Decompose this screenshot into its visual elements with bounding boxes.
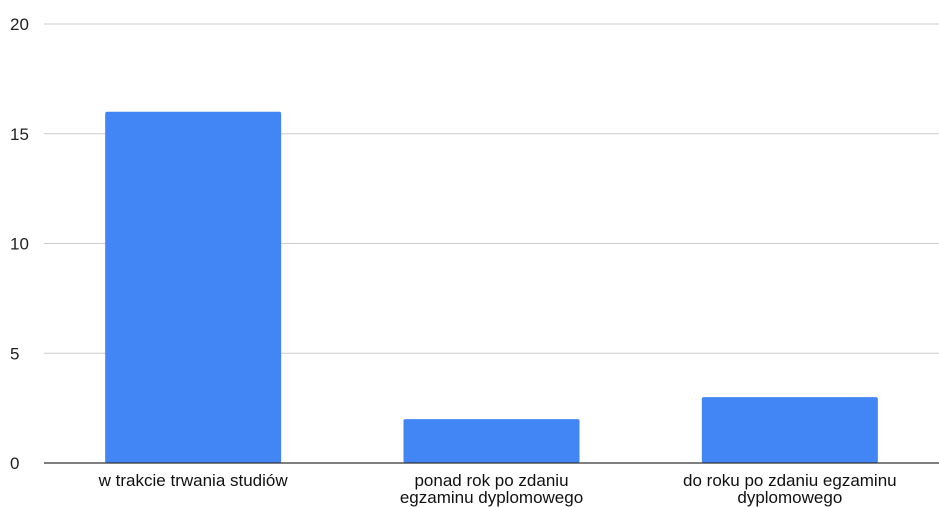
bar: [105, 111, 282, 464]
x-category-label: ponad rok po zdaniu egzaminu dyplomowego: [400, 471, 583, 507]
y-tick-label: 20: [10, 15, 29, 34]
bar: [403, 419, 580, 463]
x-category-label: do roku po zdaniu egzaminu dyplomowego: [683, 471, 897, 507]
y-tick-label: 15: [10, 125, 29, 144]
y-tick-label: 10: [10, 235, 29, 254]
bar: [701, 397, 878, 463]
x-category-label: w trakcie trwania studiów: [98, 471, 289, 490]
y-tick-labels: 0 5 10 15 20: [10, 15, 29, 473]
x-category-labels: w trakcie trwania studiów ponad rok po zd…: [98, 471, 897, 507]
y-tick-label: 0: [10, 454, 19, 473]
bars: [105, 111, 878, 464]
y-tick-label: 5: [10, 344, 19, 363]
